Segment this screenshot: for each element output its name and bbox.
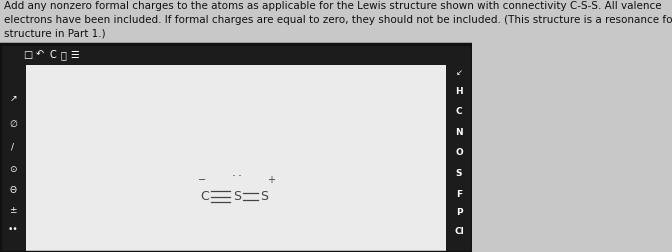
Text: ↙: ↙ xyxy=(456,68,462,77)
Text: /: / xyxy=(11,143,15,152)
Text: Add any nonzero formal charges to the atoms as applicable for the Lewis structur: Add any nonzero formal charges to the at… xyxy=(4,1,672,39)
Text: +: + xyxy=(267,175,276,185)
Text: ⊙: ⊙ xyxy=(9,165,17,174)
Text: P: P xyxy=(456,208,462,217)
Text: C: C xyxy=(50,50,56,60)
Text: O: O xyxy=(455,148,463,158)
Text: ☰: ☰ xyxy=(70,50,79,60)
Text: C: C xyxy=(456,107,462,116)
FancyBboxPatch shape xyxy=(0,44,472,65)
Text: S: S xyxy=(456,169,462,178)
Text: S: S xyxy=(260,190,268,203)
FancyBboxPatch shape xyxy=(26,65,446,252)
FancyBboxPatch shape xyxy=(0,0,472,65)
Text: −: − xyxy=(198,175,206,185)
Text: ±: ± xyxy=(9,206,17,215)
Text: N: N xyxy=(455,128,463,137)
Text: Θ: Θ xyxy=(9,186,17,195)
Text: H: H xyxy=(455,87,463,96)
Text: ⌕: ⌕ xyxy=(60,50,67,60)
Text: ·: · xyxy=(231,170,235,183)
Text: S: S xyxy=(233,190,241,203)
Text: ↗: ↗ xyxy=(9,94,17,103)
Text: Cl: Cl xyxy=(454,227,464,236)
Text: C: C xyxy=(200,190,209,203)
Text: ∅: ∅ xyxy=(9,120,17,129)
Text: F: F xyxy=(456,190,462,199)
Text: □: □ xyxy=(23,50,32,60)
Text: ↶: ↶ xyxy=(36,50,44,60)
Text: ·: · xyxy=(238,170,242,183)
Text: ••: •• xyxy=(7,225,18,234)
FancyBboxPatch shape xyxy=(446,65,472,252)
FancyBboxPatch shape xyxy=(0,65,26,252)
